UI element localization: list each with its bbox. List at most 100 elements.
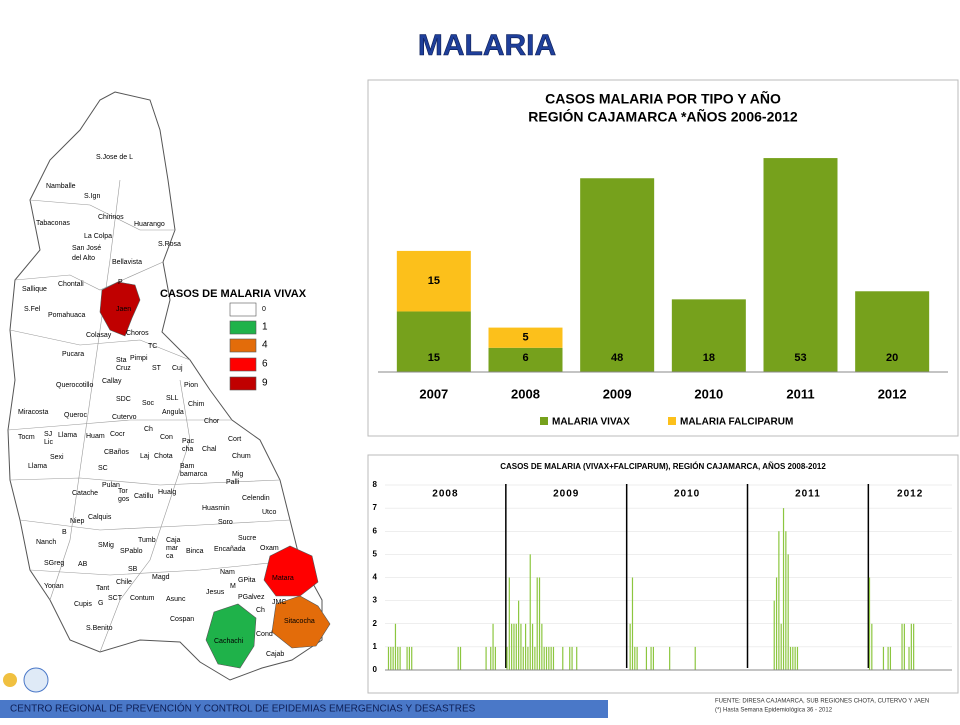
district-jaen [99,281,141,337]
district-label: Con [160,434,173,441]
y-tick-label: 1 [373,642,378,651]
district-label: AB [78,561,88,568]
district-label: Yonan [44,583,64,590]
legend-swatch [229,338,257,353]
y-tick-label: 7 [373,503,378,512]
district-label: Cuj [172,365,183,372]
district-label: mar [166,545,179,552]
district-label: S.Jose de L [96,154,133,161]
bar-segment [580,178,655,372]
district-label: Cachachi [214,638,244,645]
map-legend-title: CASOS DE MALARIA VIVAX [160,288,307,300]
district-label: Binca [186,548,204,555]
district-label: Tor [118,488,128,495]
district-label: Chor [204,418,220,425]
district-label: Sitacocha [284,618,315,625]
map: CASOS DE MALARIA VIVAX S.Jose de L Nambal… [7,91,331,681]
district-label: Matara [272,575,294,582]
year-label: 2008 [432,489,458,500]
border [9,477,281,486]
legend-label: 0 [262,306,266,313]
district-label: M [230,583,236,590]
data-label: 53 [794,352,806,364]
x-tick-label: 2012 [878,386,907,401]
chart-title: CASOS DE MALARIA (VIVAX+FALCIPARUM), REG… [500,462,826,471]
district-label: JMC [272,599,286,606]
note: (*) Hasta Semana Epidemiológica 36 - 201… [715,708,833,714]
year-label: 2011 [795,489,821,500]
district-label: Sta [116,357,127,364]
y-tick-label: 0 [373,665,378,674]
district-label: SC [98,465,108,472]
district-label: Chum [232,453,251,460]
chart-subtitle: REGIÓN CAJAMARCA *AÑOS 2006-2012 [528,108,798,125]
district-label: San José [72,245,101,252]
district-label: Cruz [116,365,131,372]
border [29,199,175,231]
district-label: S.Fel [24,306,41,313]
district-cachachi [205,603,257,669]
district-label: Pomahuaca [48,312,85,319]
district-label: Contum [130,595,155,602]
district-label: Oxam [260,545,279,552]
district-label: Llama [28,463,47,470]
district-label: Encañada [214,546,246,553]
border [99,379,191,653]
district-label: SMig [98,542,114,549]
district-label: Catache [72,490,98,497]
district-label: Jesus [206,589,225,596]
year-label: 2009 [553,489,579,500]
district-label: Catillu [134,493,154,500]
district-matara [263,545,319,597]
data-label: 5 [522,332,528,344]
district-label: Laj [140,453,150,460]
district-label: Pucara [62,351,84,358]
district-label: Sallique [22,286,47,293]
x-tick-label: 2010 [694,386,723,401]
data-label: 6 [522,352,528,364]
border [14,261,164,291]
district-label: Chirinos [98,214,124,221]
district-label: Choros [126,330,149,337]
district-label: bamarca [180,471,207,478]
footer-bar [0,700,608,718]
logo [3,673,17,687]
district-label: Asunc [166,596,186,603]
district-label: Miracosta [18,409,48,416]
district-label: Palli [226,479,240,486]
district-label: SGreg [44,560,64,567]
district-label: GPita [238,577,256,584]
district-label: Huasmin [202,505,230,512]
district-label: Cutervo [112,414,137,421]
district-label: Niep [70,518,85,525]
data-label: 48 [611,352,623,364]
bar-segment [396,311,471,372]
district-label: Chim [188,401,205,408]
legend-label: 9 [262,378,268,389]
district-label: ca [166,553,174,560]
y-tick-label: 3 [373,596,378,605]
district-label: SLL [166,395,179,402]
district-label: Tant [96,585,109,592]
legend-swatch [668,417,676,425]
district-label: Cospan [170,616,194,623]
district-label: Jaen [116,306,131,313]
district-label: Magd [152,574,170,581]
legend-label: 1 [262,322,268,333]
district-label: Angula [162,409,184,416]
district-label: Querocotillo [56,382,93,389]
year-label: 2012 [897,489,923,500]
district-label: Huarango [134,221,165,228]
district-label: CBaños [104,449,129,456]
district-label: Nanch [36,539,56,546]
chart-panel [367,454,959,694]
district-label: Nam [220,569,235,576]
district-label: Cajab [266,651,284,658]
district-label: G [98,600,103,607]
x-tick-label: 2008 [511,386,540,401]
district-label: TC [148,343,157,350]
y-tick-label: 4 [373,573,378,582]
district-label: ST [152,365,162,372]
district-label: Sexi [50,454,64,461]
bar-segment [396,250,471,312]
